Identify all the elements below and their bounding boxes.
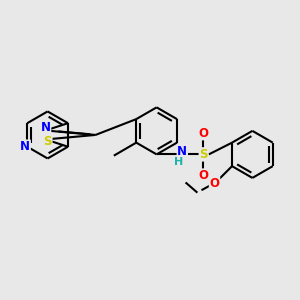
Text: S: S [44, 135, 52, 148]
Text: O: O [199, 127, 208, 140]
Text: O: O [209, 177, 220, 190]
Text: S: S [199, 148, 208, 161]
Text: N: N [177, 146, 187, 158]
Text: N: N [40, 121, 51, 134]
Text: O: O [199, 169, 208, 182]
Text: N: N [20, 140, 30, 153]
Text: H: H [174, 157, 183, 167]
